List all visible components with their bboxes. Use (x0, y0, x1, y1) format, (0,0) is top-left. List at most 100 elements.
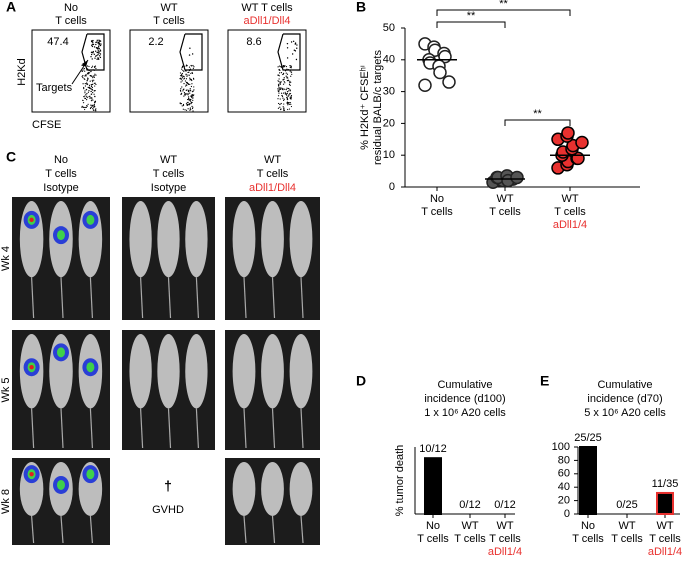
event-dot (285, 89, 287, 91)
event-dot (90, 88, 92, 90)
event-dot (286, 68, 288, 70)
event-dot (90, 104, 92, 106)
mouse-tail (167, 277, 172, 319)
mouse (185, 334, 208, 409)
event-dot (83, 88, 85, 90)
x-tick-label: aDll1/4 (488, 546, 522, 558)
event-dot (100, 43, 102, 45)
event-dot (279, 103, 281, 105)
event-dot (183, 77, 186, 79)
y-tick-label: 20 (383, 117, 395, 129)
chart-title: Cumulative (437, 379, 492, 391)
event-dot (93, 102, 96, 104)
event-dot (96, 39, 98, 42)
event-dot (98, 55, 101, 57)
event-dot (94, 73, 96, 75)
event-dot (281, 94, 283, 97)
event-dot (84, 97, 86, 99)
y-axis-label: H2Kd (16, 58, 28, 86)
event-dot (187, 94, 189, 96)
bar (579, 446, 597, 515)
mouse-tail (60, 515, 64, 544)
event-dot (99, 56, 102, 59)
event-dot (179, 89, 182, 91)
event-dot (181, 77, 184, 79)
chart-title: Cumulative (597, 379, 652, 391)
event-dot (185, 65, 187, 67)
event-dot (85, 94, 87, 96)
event-dot (286, 91, 289, 93)
event-dot (286, 79, 289, 82)
event-dot (82, 102, 85, 104)
event-dot (185, 109, 188, 111)
event-dot (185, 70, 187, 72)
event-dot (90, 56, 92, 58)
event-dot (287, 68, 289, 71)
death-label: GVHD (152, 504, 184, 516)
event-dot (93, 69, 95, 71)
event-dot (191, 96, 193, 99)
event-dot (181, 73, 183, 75)
x-tick-label: T cells (554, 206, 586, 218)
event-dot (290, 81, 292, 83)
event-dot (283, 107, 285, 109)
event-dot (182, 90, 184, 92)
event-dot (283, 109, 285, 111)
mouse-tail (243, 515, 247, 544)
event-dot (93, 79, 95, 81)
mouse-tail (140, 408, 144, 449)
event-dot (94, 109, 97, 111)
event-dot (84, 95, 86, 97)
event-dot (187, 83, 189, 85)
event-dot (284, 70, 287, 72)
event-dot (296, 47, 298, 49)
event-dot (84, 83, 86, 85)
significance-bracket (504, 119, 571, 126)
event-dot (92, 77, 94, 79)
x-tick-label: aDll1/4 (553, 219, 587, 231)
event-dot (95, 47, 98, 49)
event-dot (289, 70, 291, 72)
event-dot (282, 65, 284, 67)
event-dot (180, 103, 182, 105)
event-dot (189, 77, 191, 79)
event-dot (91, 86, 93, 89)
event-dot (189, 47, 191, 49)
panel-letter: D (356, 373, 366, 389)
event-dot (281, 66, 283, 68)
event-dot (182, 104, 185, 107)
value-label: 11/35 (652, 478, 679, 490)
event-dot (82, 64, 84, 67)
event-dot (192, 67, 194, 69)
event-dot (281, 87, 283, 89)
x-tick-label: T cells (611, 533, 643, 545)
event-dot (286, 98, 289, 101)
event-dot (98, 47, 100, 50)
event-dot (288, 90, 290, 92)
event-dot (286, 92, 289, 94)
event-dot (92, 52, 94, 54)
event-dot (84, 85, 87, 87)
event-dot (187, 108, 189, 110)
event-dot (189, 92, 191, 94)
event-dot (278, 87, 281, 89)
panel-letter: B (356, 0, 366, 15)
event-dot (86, 96, 88, 99)
event-dot (184, 93, 186, 95)
event-dot (92, 107, 94, 110)
event-dot (282, 97, 284, 99)
event-dot (278, 68, 280, 71)
plot-frame (31, 29, 111, 113)
event-dot (190, 95, 192, 97)
x-tick-label: T cells (572, 533, 604, 545)
event-dot (181, 74, 183, 76)
event-dot (181, 80, 183, 82)
mouse (261, 201, 284, 278)
value-label: 10/12 (419, 443, 447, 455)
event-dot (186, 102, 189, 104)
event-dot (183, 70, 185, 73)
event-dot (278, 72, 281, 74)
event-dot (286, 42, 289, 45)
gate-percent: 2.2 (148, 36, 163, 48)
event-dot (95, 74, 97, 76)
